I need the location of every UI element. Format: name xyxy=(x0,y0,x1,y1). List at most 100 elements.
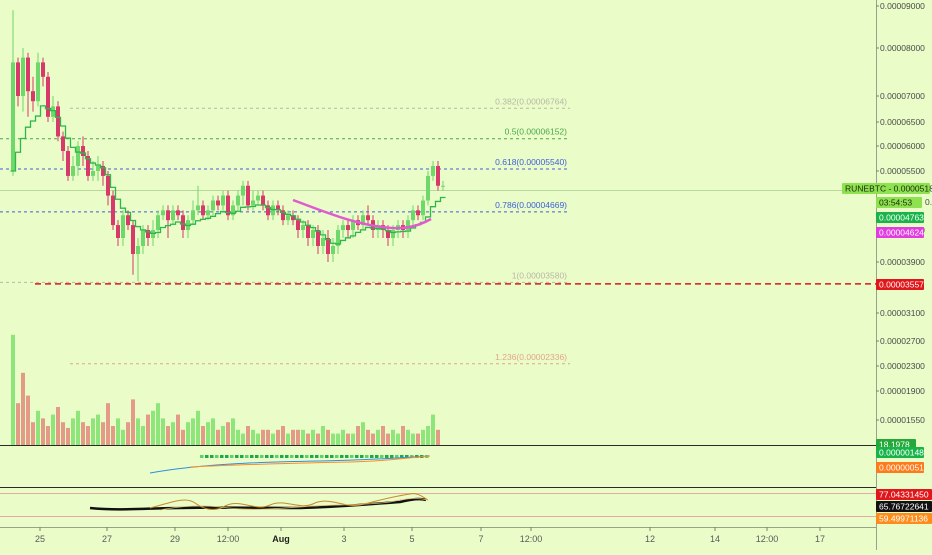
candle-body xyxy=(211,200,215,211)
candle-body xyxy=(191,210,195,221)
macd-hist-bar xyxy=(365,455,369,458)
time-tick-label: 12:00 xyxy=(756,534,779,544)
macd-hist-bar xyxy=(310,455,314,458)
volume-bar xyxy=(181,429,185,445)
price-tag-bg xyxy=(876,501,932,512)
price-tag-label: 0.00004763 xyxy=(879,213,924,223)
macd-hist-bar xyxy=(225,455,229,458)
price-tick-label: 0.00009000 xyxy=(880,1,925,11)
candle-body xyxy=(416,210,420,216)
price-tag-bg xyxy=(842,183,930,194)
price-tag-bg xyxy=(876,489,932,500)
candle-body xyxy=(171,210,175,221)
volume-bar xyxy=(401,426,405,445)
volume-bar xyxy=(241,433,245,445)
volume-bar xyxy=(201,426,205,445)
macd-hist-bar xyxy=(290,455,294,458)
volume-bar xyxy=(191,418,195,445)
volume-bar xyxy=(101,422,105,445)
macd-hist-bar xyxy=(395,455,399,458)
candle-body xyxy=(391,230,395,238)
volume-bar xyxy=(251,429,255,445)
candle-body xyxy=(201,205,205,216)
volume-bar xyxy=(276,429,280,445)
candle-body xyxy=(91,171,95,176)
time-tick-label: 14 xyxy=(710,534,720,544)
volume-bar xyxy=(421,429,425,445)
volume-bar xyxy=(31,422,35,445)
fib-label: 0.786(0.00004669) xyxy=(495,200,567,210)
candle-body xyxy=(421,200,425,216)
rsi-ma-line xyxy=(159,498,429,511)
candle-body xyxy=(241,185,245,196)
indicator-panes xyxy=(89,455,431,511)
price-tag-bg xyxy=(876,447,924,458)
candle-body xyxy=(106,175,110,196)
volume-bar xyxy=(231,418,235,445)
candle-body xyxy=(216,200,220,206)
price-tick-label: 0.00005500 xyxy=(880,166,925,176)
volume-bar xyxy=(171,422,175,445)
candle-body xyxy=(146,230,150,238)
candle-body xyxy=(426,175,430,201)
price-tag-label: 03:54:53 xyxy=(879,198,912,208)
volume-bar xyxy=(271,433,275,445)
candle-body xyxy=(181,215,185,230)
macd-hist-bar xyxy=(275,455,279,458)
volume-bar xyxy=(371,433,375,445)
macd-hist-bar xyxy=(380,455,384,458)
volume-bar xyxy=(76,410,80,445)
volume-bar xyxy=(126,422,130,445)
macd-hist-bar xyxy=(350,455,354,458)
candle-body xyxy=(326,238,330,254)
macd-hist-bar xyxy=(215,455,219,458)
candle-body xyxy=(281,210,285,221)
macd-hist-bar xyxy=(400,455,404,458)
volume-bar xyxy=(146,414,150,445)
candle-body xyxy=(101,166,105,176)
volume-bar xyxy=(156,403,160,445)
volume-bar xyxy=(361,422,365,445)
macd-hist-bar xyxy=(390,455,394,458)
macd-hist-bar xyxy=(235,455,239,458)
macd-hist-bar xyxy=(265,455,269,458)
volume-bar xyxy=(111,426,115,445)
candle-body xyxy=(131,225,135,254)
macd-hist-bar xyxy=(260,455,264,458)
fib-label: 0.5(0.00006152) xyxy=(505,127,568,137)
volume-bar xyxy=(326,429,330,445)
volume-bar xyxy=(196,410,200,445)
candle-body xyxy=(306,225,310,238)
volume-bar xyxy=(106,403,110,445)
volume-bar xyxy=(136,418,140,445)
macd-hist-bar xyxy=(205,455,209,458)
macd-hist-bar xyxy=(340,455,344,458)
volume-bar xyxy=(416,433,420,445)
rsi-line xyxy=(89,497,427,511)
volume-bar xyxy=(381,426,385,445)
candle-body xyxy=(346,225,350,230)
fib-label: 1(0.00003580) xyxy=(512,270,567,280)
volume-bar xyxy=(116,418,120,445)
volume-bar xyxy=(296,429,300,445)
candle-body xyxy=(116,225,120,238)
price-tag-label: 59.49971136 xyxy=(879,514,928,524)
volume-bar xyxy=(11,334,15,445)
candle-body xyxy=(76,146,80,166)
ma-step-line xyxy=(10,105,446,245)
candle-body xyxy=(96,166,100,171)
time-axis[interactable]: 25 27 29 12:00 Aug 3 5 7 12:00 12 14 12:00 17 xyxy=(35,527,825,544)
candle-body xyxy=(316,230,320,246)
price-tick-label: 0.00006500 xyxy=(880,117,925,127)
candle-body xyxy=(121,215,125,238)
candle-body xyxy=(321,238,325,246)
price-tick-label: 0.00003100 xyxy=(880,308,925,318)
volume-bar xyxy=(436,429,440,445)
price-tag-bg xyxy=(876,513,932,524)
macd-hist-bar xyxy=(330,455,334,458)
volume-bar xyxy=(316,433,320,445)
volume-bar xyxy=(81,422,85,445)
macd-hist-bar xyxy=(285,455,289,458)
